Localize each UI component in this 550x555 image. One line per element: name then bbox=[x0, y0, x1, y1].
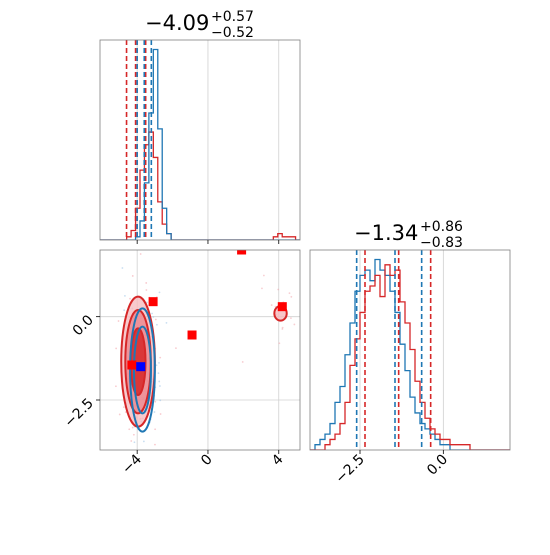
sample-point-blue bbox=[133, 441, 136, 444]
sample-point-red bbox=[128, 428, 131, 431]
marker-red bbox=[127, 360, 137, 370]
frame-2d bbox=[99, 249, 301, 451]
sample-point-blue bbox=[158, 361, 160, 364]
sample-point-red bbox=[278, 342, 281, 345]
y-tick-label: −2.5 bbox=[61, 396, 96, 431]
histograms-param1 bbox=[100, 48, 300, 240]
sample-point-red bbox=[122, 406, 125, 409]
sample-point-blue bbox=[156, 323, 158, 326]
sample-point-red bbox=[154, 428, 157, 431]
panel-hist-param2: −2.5 0.0 bbox=[309, 249, 511, 487]
sample-point-red bbox=[159, 413, 162, 415]
sample-point-blue bbox=[142, 440, 145, 443]
sample-point-red bbox=[290, 295, 293, 298]
hist-param2-red bbox=[310, 264, 510, 450]
marker-red bbox=[187, 330, 197, 340]
sample-point-blue bbox=[159, 385, 161, 387]
ticks-hist-param1 bbox=[136, 240, 280, 244]
sample-point-red bbox=[154, 318, 157, 321]
sample-point-red bbox=[262, 274, 265, 277]
title-param2-lower: −0.83 bbox=[420, 235, 463, 251]
sample-point-red bbox=[139, 253, 142, 255]
title-param1-lower: −0.52 bbox=[211, 25, 254, 41]
x-tick-label: 0 bbox=[198, 452, 216, 470]
sample-point-red bbox=[261, 287, 263, 290]
sample-point-blue bbox=[115, 491, 117, 493]
frame-hist-param1 bbox=[99, 39, 301, 241]
scatter-density-2d bbox=[115, 245, 296, 493]
sample-point-blue bbox=[121, 267, 124, 269]
contour-blue bbox=[132, 325, 152, 415]
frame-hist-param2 bbox=[309, 249, 511, 451]
histograms-param2 bbox=[310, 258, 510, 450]
sample-point-red bbox=[118, 413, 121, 416]
sample-point-red bbox=[175, 347, 177, 350]
sample-point-red bbox=[281, 326, 284, 329]
sample-point-red bbox=[131, 275, 134, 277]
sample-point-blue bbox=[158, 380, 161, 383]
y-tick-label: 0.0 bbox=[70, 312, 97, 339]
sample-point-red bbox=[277, 288, 280, 291]
sample-point-red bbox=[281, 328, 284, 330]
panel-hist-param1 bbox=[99, 39, 301, 244]
sample-point-blue bbox=[153, 411, 156, 413]
sample-point-blue bbox=[157, 372, 160, 375]
x-tick-label: 4 bbox=[269, 451, 287, 469]
panel-2d-param1-param2: −4 0 4 −2.5 0.0 bbox=[61, 245, 301, 493]
title-param2-value: −1.34 bbox=[354, 221, 418, 245]
sample-point-red bbox=[132, 245, 134, 247]
sample-point-red bbox=[115, 347, 118, 350]
quantile-lines-param2 bbox=[355, 250, 432, 450]
marker-blue bbox=[136, 362, 146, 372]
sample-point-red bbox=[130, 440, 133, 442]
marker-red bbox=[277, 302, 287, 312]
sample-point-blue bbox=[155, 364, 158, 367]
sample-point-blue bbox=[152, 316, 155, 318]
sample-point-blue bbox=[124, 294, 126, 297]
title-param1-value: −4.09 bbox=[145, 11, 209, 35]
sample-point-red bbox=[131, 426, 134, 429]
sample-point-red bbox=[290, 317, 292, 319]
sample-point-red bbox=[145, 282, 148, 284]
sample-point-red bbox=[132, 433, 135, 436]
marker-red bbox=[148, 297, 158, 307]
title-param2: −1.34 bbox=[354, 221, 418, 245]
sample-point-red bbox=[270, 304, 273, 306]
sample-point-red bbox=[288, 292, 291, 295]
sample-point-blue bbox=[165, 321, 168, 324]
title-param1: −4.09 bbox=[145, 11, 209, 35]
ticks-hist-param2: −2.5 0.0 bbox=[332, 450, 451, 487]
hist-param2-blue bbox=[310, 258, 510, 450]
sample-point-blue bbox=[148, 453, 150, 455]
x-tick-label: 0.0 bbox=[424, 452, 451, 479]
sample-point-red bbox=[154, 400, 157, 403]
sample-point-red bbox=[241, 361, 244, 363]
sample-point-red bbox=[115, 385, 117, 388]
sample-point-blue bbox=[159, 399, 162, 402]
sample-point-blue bbox=[159, 451, 161, 453]
x-tick-label: −4 bbox=[119, 451, 145, 477]
marker-red bbox=[237, 250, 247, 255]
x-tick-label: −2.5 bbox=[332, 452, 367, 487]
sample-point-red bbox=[145, 289, 148, 291]
hist-param1-blue bbox=[100, 48, 300, 240]
title-param1-upper: +0.57 bbox=[211, 9, 254, 25]
quantile-lines-param1 bbox=[125, 40, 153, 240]
sample-point-red bbox=[154, 443, 156, 446]
hist-param1-red bbox=[100, 131, 300, 240]
ticks-2d: −4 0 4 −2.5 0.0 bbox=[61, 312, 286, 477]
sample-point-red bbox=[159, 356, 162, 359]
sample-point-red bbox=[129, 297, 131, 300]
contour-blue bbox=[129, 307, 156, 433]
sample-point-blue bbox=[123, 309, 126, 312]
sample-point-blue bbox=[151, 312, 153, 315]
sample-point-red bbox=[117, 320, 120, 322]
sample-point-red bbox=[293, 323, 296, 326]
sample-point-blue bbox=[158, 291, 161, 294]
title-param2-upper: +0.86 bbox=[420, 219, 463, 235]
sample-point-blue bbox=[146, 301, 148, 304]
